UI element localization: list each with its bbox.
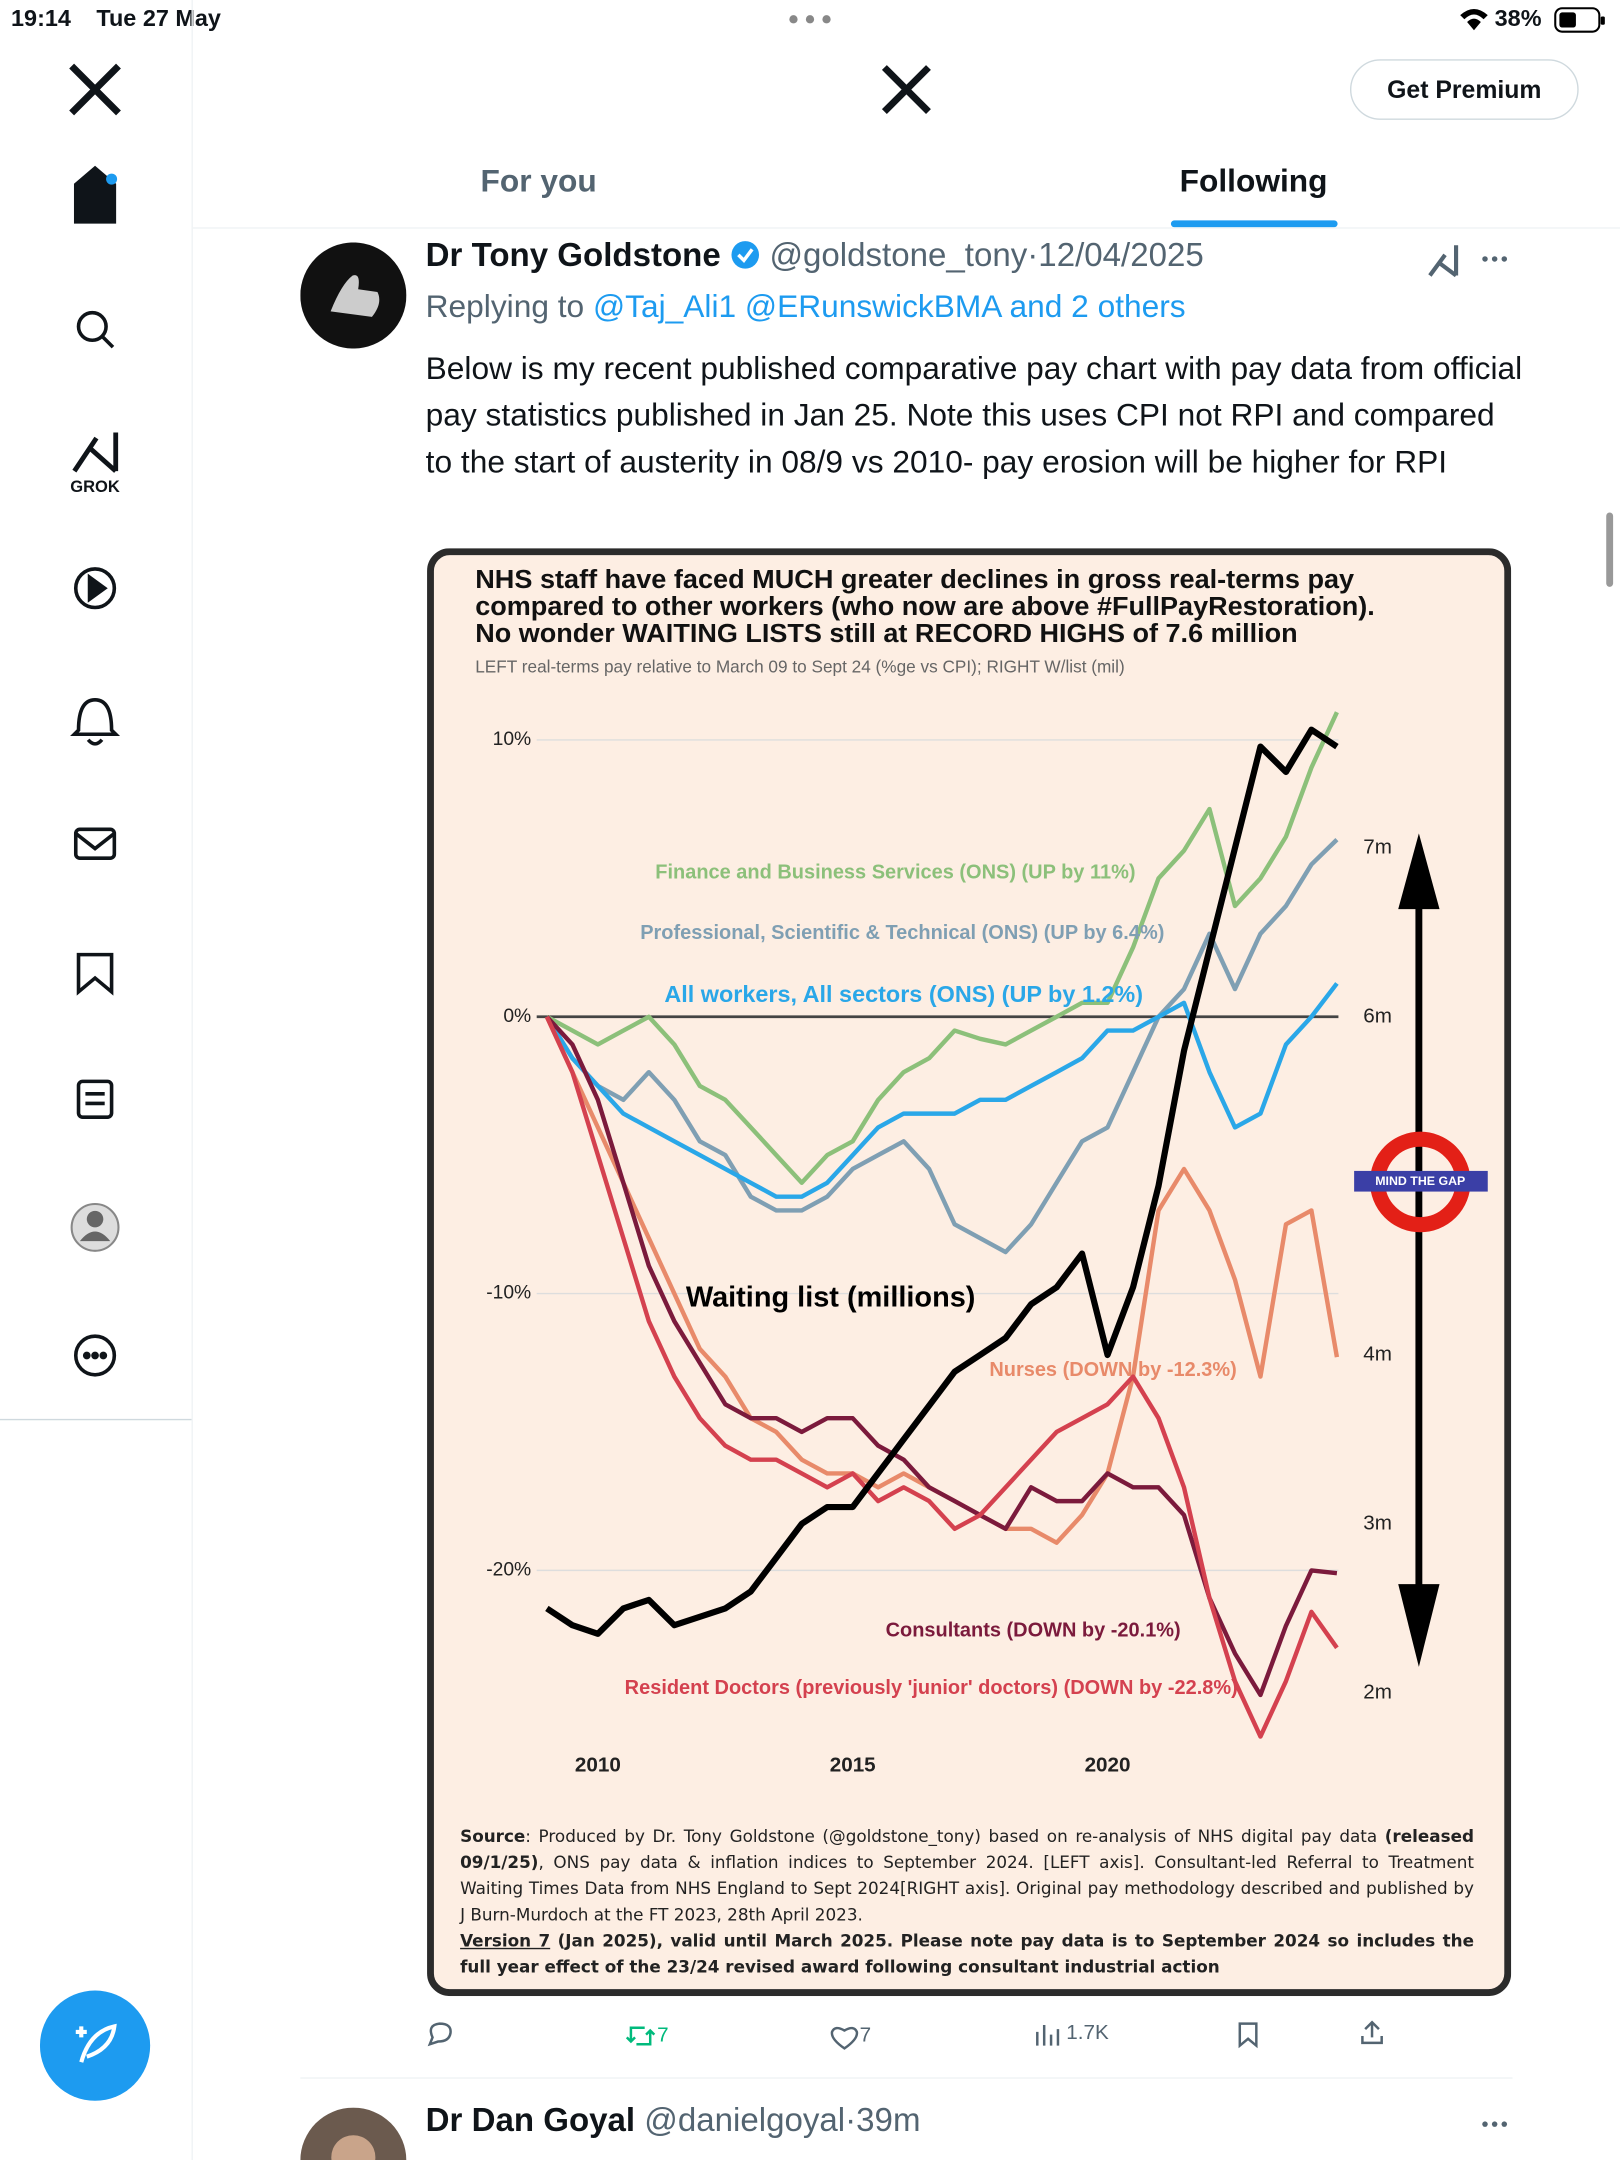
x-logo[interactable] — [879, 62, 934, 117]
chart-card[interactable]: NHS staff have faced MUCH greater declin… — [427, 548, 1512, 1997]
separator: · — [845, 2102, 857, 2140]
roundel-bar — [1354, 1170, 1488, 1192]
series-line — [545, 726, 1339, 1637]
retweet-icon[interactable] — [625, 2022, 656, 2050]
series-label: Resident Doctors (previously 'junior' do… — [625, 1677, 1238, 1699]
author-name[interactable]: Dr Tony Goldstone — [425, 236, 721, 275]
tab-indicator — [1170, 220, 1338, 228]
series-label: Professional, Scientific & Technical (ON… — [640, 922, 1164, 944]
series-label: Finance and Business Services (ONS) (UP … — [655, 862, 1135, 884]
y2-tick-label: 2m — [1363, 1680, 1392, 1703]
verified-badge — [731, 241, 759, 269]
series-label: Nurses (DOWN by -12.3%) — [989, 1359, 1236, 1381]
series-line — [545, 982, 1339, 1199]
sidebar-icons[interactable] — [0, 41, 191, 1419]
chart-title: NHS staff have faced MUCH greater declin… — [475, 564, 1354, 594]
next-time[interactable]: 39m — [856, 2102, 921, 2140]
tab-for-you[interactable]: For you — [480, 162, 597, 199]
like-count: 7 — [859, 2023, 872, 2048]
replying-label: Replying to — [425, 287, 585, 324]
views-icon[interactable] — [1033, 2021, 1061, 2049]
author-handle[interactable]: @goldstone_tony — [769, 236, 1028, 275]
series-label: Consultants (DOWN by -20.1%) — [886, 1619, 1181, 1641]
battery-icon — [1554, 7, 1605, 33]
avatar[interactable] — [300, 242, 407, 349]
tweet-header: Dr Tony Goldstone @goldstone_tony·12/04/… — [426, 237, 1204, 276]
tweet-actions-top[interactable] — [1426, 241, 1522, 280]
y2-tick-label: 3m — [1363, 1511, 1392, 1534]
footnote-part: : Produced by Dr. Tony Goldstone (@golds… — [525, 1826, 1385, 1846]
tweet-divider — [300, 2077, 1513, 2079]
y2-tick-label: 6m — [1363, 1004, 1392, 1027]
battery-label: 38% — [1494, 5, 1542, 32]
y-tick-label: -10% — [486, 1283, 531, 1304]
wifi-icon — [1460, 8, 1488, 31]
roundel-text: MIND THE GAP — [1375, 1174, 1465, 1188]
series-line — [545, 711, 1339, 1185]
footnote-part: Version 7 — [460, 1931, 551, 1951]
status-dots — [789, 15, 831, 24]
sidebar-divider — [0, 1418, 192, 1421]
reply-icon[interactable] — [424, 2019, 454, 2049]
x-tick-label: 2010 — [575, 1753, 621, 1776]
y2-tick-label: 4m — [1363, 1342, 1392, 1365]
retweet-count: 7 — [657, 2023, 669, 2048]
y-tick-label: -20% — [486, 1559, 531, 1580]
series-line — [545, 838, 1339, 1255]
next-more[interactable] — [1474, 2110, 1515, 2138]
y-tick-label: 0% — [503, 1006, 531, 1027]
next-handle[interactable]: @danielgoyal — [644, 2102, 846, 2140]
chart-subtitle: LEFT real-terms pay relative to March 09… — [475, 657, 1124, 677]
scrollbar — [1606, 512, 1614, 587]
like-icon[interactable] — [829, 2024, 859, 2052]
share-icon[interactable] — [1358, 2019, 1386, 2047]
footnote: Source: Produced by Dr. Tony Goldstone (… — [460, 1824, 1474, 1981]
series-line — [544, 1015, 1339, 1739]
next-avatar[interactable] — [300, 2107, 407, 2160]
footnote-part: Source — [460, 1826, 526, 1846]
replying-to[interactable]: @Taj_Ali1 @ERunswickBMA and 2 others — [592, 287, 1186, 324]
bookmark-icon[interactable] — [1234, 2021, 1262, 2049]
tab-following[interactable]: Following — [1179, 162, 1328, 199]
footnote-part: (Jan 2025), valid until March 2025. Plea… — [460, 1931, 1474, 1977]
series-label: All workers, All sectors (ONS) (UP by 1.… — [664, 981, 1143, 1007]
chart-title: No wonder WAITING LISTS still at RECORD … — [475, 618, 1297, 648]
next-tweet-header: Dr Dan Goyal @danielgoyal·39m — [426, 2102, 921, 2141]
status-time: 19:14 — [11, 5, 71, 32]
x-tick-label: 2015 — [830, 1753, 876, 1776]
series-label: Waiting list (millions) — [686, 1282, 976, 1314]
y2-tick-label: 7m — [1363, 835, 1392, 858]
x-tick-label: 2020 — [1085, 1753, 1131, 1776]
tweet-date[interactable]: 12/04/2025 — [1038, 236, 1204, 275]
footnote-part: (released 09/1/25) — [460, 1826, 1474, 1873]
compose-button[interactable] — [39, 1990, 153, 2104]
header-border — [192, 227, 1620, 229]
chart-frame — [427, 548, 1512, 1997]
views-count: 1.7K — [1066, 2020, 1109, 2045]
arrow-head — [1398, 833, 1440, 910]
grok-label: GROK — [70, 476, 120, 496]
premium-button[interactable]: Get Premium — [1349, 59, 1579, 120]
arrow-head — [1398, 1584, 1440, 1667]
reply-line: Replying to @Taj_Ali1 @ERunswickBMA and … — [426, 288, 1186, 325]
status-date: Tue 27 May — [96, 5, 221, 32]
separator: · — [1027, 236, 1039, 275]
y-tick-label: 10% — [493, 729, 532, 750]
sidebar-border — [191, 0, 193, 2160]
chart: NHS staff have faced MUCH greater declin… — [427, 548, 1512, 1997]
chart-title: compared to other workers (who now are a… — [475, 591, 1375, 621]
tweet-text: Below is my recent published comparative… — [425, 349, 1523, 480]
next-author[interactable]: Dr Dan Goyal — [425, 2102, 636, 2140]
footnote-part: , ONS pay data & inflation indices to Se… — [460, 1852, 1474, 1925]
